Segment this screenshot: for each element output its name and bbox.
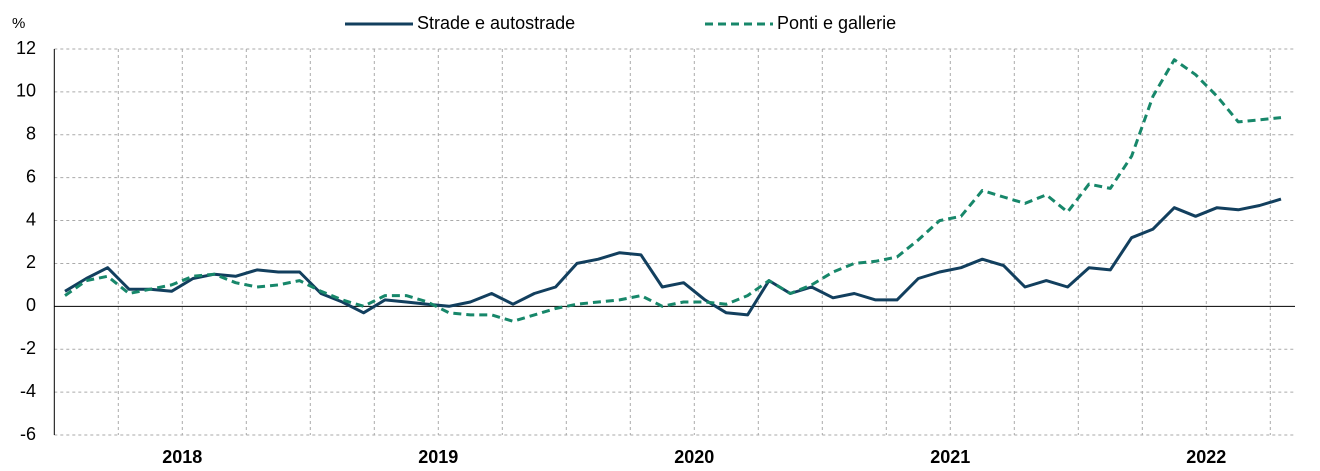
x-tick-label: 2020 bbox=[674, 447, 714, 467]
x-tick-label: 2021 bbox=[930, 447, 970, 467]
y-tick-label: -6 bbox=[20, 424, 36, 444]
y-tick-label: 6 bbox=[26, 166, 36, 186]
y-tick-label: -2 bbox=[20, 338, 36, 358]
series-line bbox=[64, 58, 1282, 323]
x-tick-label: 2019 bbox=[418, 447, 458, 467]
y-tick-label: 4 bbox=[26, 209, 36, 229]
x-tick-label: 2018 bbox=[162, 447, 202, 467]
series-line bbox=[64, 197, 1282, 317]
y-tick-label: 2 bbox=[26, 252, 36, 272]
y-tick-label: -4 bbox=[20, 381, 36, 401]
y-tick-label: 10 bbox=[16, 81, 36, 101]
y-tick-label: 0 bbox=[26, 295, 36, 315]
x-tick-label: 2022 bbox=[1186, 447, 1226, 467]
y-tick-label: 8 bbox=[26, 124, 36, 144]
legend-label: Ponti e gallerie bbox=[777, 13, 896, 33]
y-axis-label: % bbox=[12, 15, 25, 32]
legend-label: Strade e autostrade bbox=[417, 13, 575, 33]
y-tick-label: 12 bbox=[16, 38, 36, 58]
